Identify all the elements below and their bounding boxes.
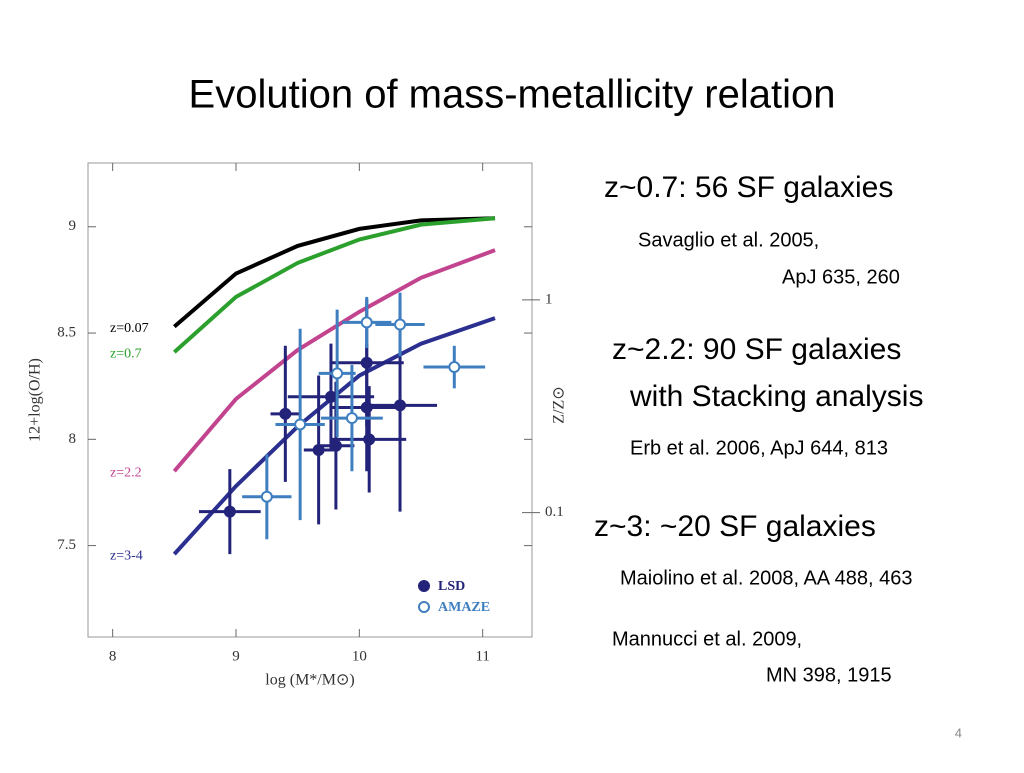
legend-label: AMAZE (438, 600, 490, 615)
x-axis-label: log (M*/M⊙) (265, 672, 354, 689)
heading: z~2.2: 90 SF galaxies (612, 333, 901, 366)
y-tick-label: 8.5 (57, 324, 76, 340)
legend-marker (418, 601, 430, 613)
curve-label: z=0.7 (110, 346, 142, 361)
curve (172, 248, 496, 473)
y-axis-label: 12+log(O/H) (27, 358, 44, 442)
heading: z~3: ~20 SF galaxies (594, 510, 876, 543)
reference: Erb et al. 2006, ApJ 644, 813 (630, 437, 888, 459)
x-tick-label: 10 (352, 648, 367, 664)
curve (172, 216, 496, 354)
legend-label: LSD (438, 579, 465, 594)
reference: MN 398, 1915 (766, 664, 892, 686)
data-point (294, 418, 307, 431)
y-tick-label: 8 (69, 431, 77, 447)
data-point (331, 367, 344, 380)
y2-tick-label: 1 (545, 291, 553, 307)
reference: Maiolino et al. 2008, AA 488, 463 (620, 567, 912, 589)
curve-label: z=2.2 (110, 465, 142, 480)
y2-tick-label: 0.1 (545, 504, 564, 520)
reference: Mannucci et al. 2009, (612, 628, 802, 650)
y2-axis-label: Z/Z⊙ (551, 386, 568, 423)
curve (173, 216, 496, 329)
data-point (363, 433, 376, 446)
data-point (448, 361, 461, 374)
data-point (279, 407, 292, 420)
y-tick-label: 7.5 (57, 537, 76, 553)
data-point (345, 412, 358, 425)
data-point (394, 318, 407, 331)
data-point (360, 316, 373, 329)
data-point (394, 399, 407, 412)
x-tick-label: 11 (475, 648, 489, 664)
data-point (223, 505, 236, 518)
heading: z~0.7: 56 SF galaxies (604, 171, 893, 204)
x-tick-label: 9 (232, 648, 240, 664)
reference: ApJ 635, 260 (782, 266, 900, 288)
reference: Savaglio et al. 2005, (638, 229, 819, 251)
plot-frame (87, 162, 533, 638)
curve-label: z=3-4 (110, 548, 143, 563)
data-point (329, 439, 342, 452)
slide-title: Evolution of mass-metallicity relation (189, 73, 836, 117)
legend-marker (418, 580, 430, 592)
curve-label: z=0.07 (110, 321, 149, 336)
x-tick-label: 8 (109, 648, 117, 664)
y-tick-label: 9 (69, 218, 77, 234)
page-number: 4 (955, 725, 962, 740)
heading: with Stacking analysis (629, 380, 923, 413)
data-point (260, 490, 273, 503)
